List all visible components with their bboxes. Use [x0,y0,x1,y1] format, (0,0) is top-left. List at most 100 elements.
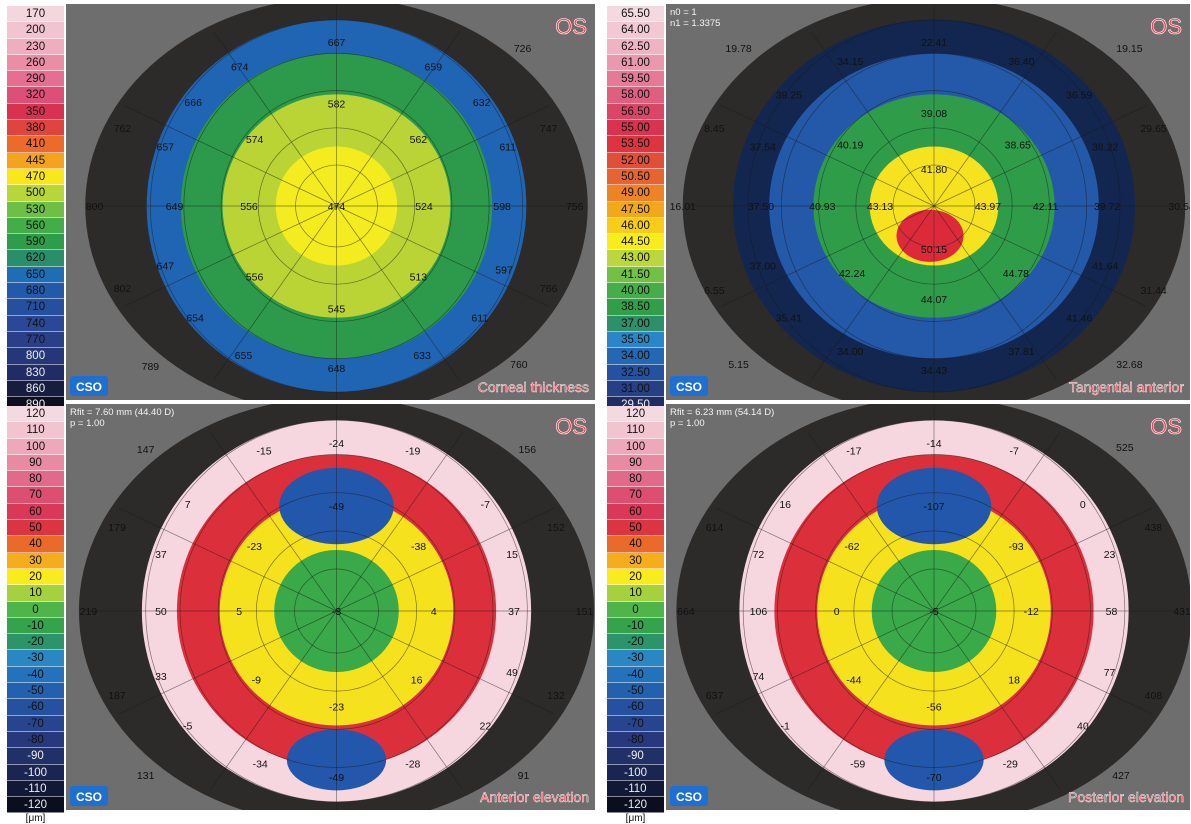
grid-spoke [715,507,935,612]
map-value: 611 [471,313,488,325]
map-value: -24 [329,438,344,450]
map-value: 756 [566,201,584,213]
scale-step: 10 [7,585,64,602]
map-value: -12 [1024,606,1039,618]
map-value: 747 [540,123,558,135]
scale-step: 40 [607,536,664,553]
map-value: 41.46 [1066,313,1092,325]
map-value: 38.65 [1005,140,1031,152]
map-value: -56 [926,701,941,713]
scale-step: 170 [7,6,64,23]
map-value: 50 [155,606,167,618]
scale-step: 30 [7,552,64,569]
color-scale-tangential-anterior: 65.50 64.00 62.50 61.00 59.50 58.00 56.50 55.00… [607,6,664,441]
scale-step: 65.50 [607,6,664,23]
map-value: 43.13 [867,201,893,213]
map-value: 19.15 [1116,43,1142,55]
map-value: 41.80 [921,164,947,176]
scale-step: 620 [7,250,64,267]
map-value: 6.55 [704,285,725,297]
map-value: 41.64 [1092,261,1118,273]
grid-spoke [336,610,555,715]
scale-step: 61.00 [607,54,664,72]
scale-step: 35.50 [607,331,664,349]
map-value: 16 [779,499,791,511]
scale-step: 680 [7,283,64,300]
map-value: 524 [415,201,433,213]
grid-spoke [807,432,935,612]
scale-step: 41.50 [607,266,664,284]
map-value: 659 [425,61,443,73]
grid-spoke [933,31,1058,207]
map-value: 18 [1008,675,1020,687]
grid-spoke [715,610,935,715]
map-value: -28 [405,759,420,771]
grid-spoke [721,105,935,207]
cso-logo: CSO [76,790,102,804]
map-value: 633 [413,350,431,362]
scale-step: 445 [7,152,64,169]
scale-step: 47.50 [607,201,664,218]
scale-step: 56.50 [607,103,664,121]
map-value: 23 [1104,549,1116,561]
map-corneal-thickness: 667 674 659 726 666 582 632 762 574 562 747 657 611 8… [66,4,595,400]
map-value: 762 [114,123,132,135]
scale-step: 30 [607,552,664,569]
scale-step: -70 [7,715,64,732]
map-value: -1 [780,720,789,732]
scale-step: 70 [7,487,64,504]
map-value: -38 [411,541,426,553]
map-value: 50.15 [921,244,947,256]
map-value: 574 [246,134,264,146]
map-value: 40.93 [809,201,835,213]
map-value: -23 [329,701,344,713]
cso-logo-badge [70,376,108,396]
eye-indicator: OS [555,14,587,39]
map-value: 427 [1112,770,1130,782]
scale-step: 55.00 [607,120,664,137]
map-value: 91 [518,770,530,782]
map-value: 22 [479,720,491,732]
scale-step: 800 [7,348,64,365]
map-title: Posterior elevation [1068,789,1184,805]
map-header-line: Rfit = 7.60 mm (44.40 D) [70,407,174,418]
map-value: 151 [576,606,594,618]
map-value: 152 [547,522,565,534]
scale-step: 290 [7,71,64,88]
scale-step: 830 [7,364,64,381]
scale-step: 110 [607,422,664,439]
scale-step: -70 [607,715,664,732]
map-value: 32.68 [1116,359,1142,371]
map-value: 7 [185,499,191,511]
map-value: 5 [236,606,242,618]
map-value: -14 [926,438,941,450]
scale-step: 260 [7,54,64,72]
map-posterior-elevation: -14 -17 -7 525 16 0 -107 614 438 -62 -93 72 23 664 106… [666,404,1190,810]
grid-spoke [210,610,337,790]
map-value: 219 [80,606,98,618]
map-header-line: n0 = 1 [670,7,697,18]
scale-step: -100 [607,764,664,781]
map-value: 431 [1173,606,1190,618]
map-value: -5 [929,606,938,618]
map-value: 0 [834,606,840,618]
cso-logo-badge [70,786,108,806]
map-value: 29.65 [1140,123,1166,135]
map-value: 35.41 [776,313,802,325]
eye-indicator: OS [1150,414,1182,439]
grid-spoke [810,31,935,207]
scale-step: 50 [607,520,664,537]
scale-step: -30 [7,650,64,667]
scale-step: 20 [7,568,64,586]
map-value: 30.54 [1168,201,1190,213]
grid-spoke [810,205,935,381]
scale-step: 40 [7,536,64,553]
map-value: 657 [157,141,175,153]
scale-step: -110 [607,780,664,798]
map-value: 16.01 [670,201,696,213]
map-value: 0 [1080,499,1086,511]
map-value: 647 [157,261,175,273]
map-value: 15 [506,549,518,561]
scale-step: -80 [607,731,664,749]
map-value: 800 [86,201,104,213]
